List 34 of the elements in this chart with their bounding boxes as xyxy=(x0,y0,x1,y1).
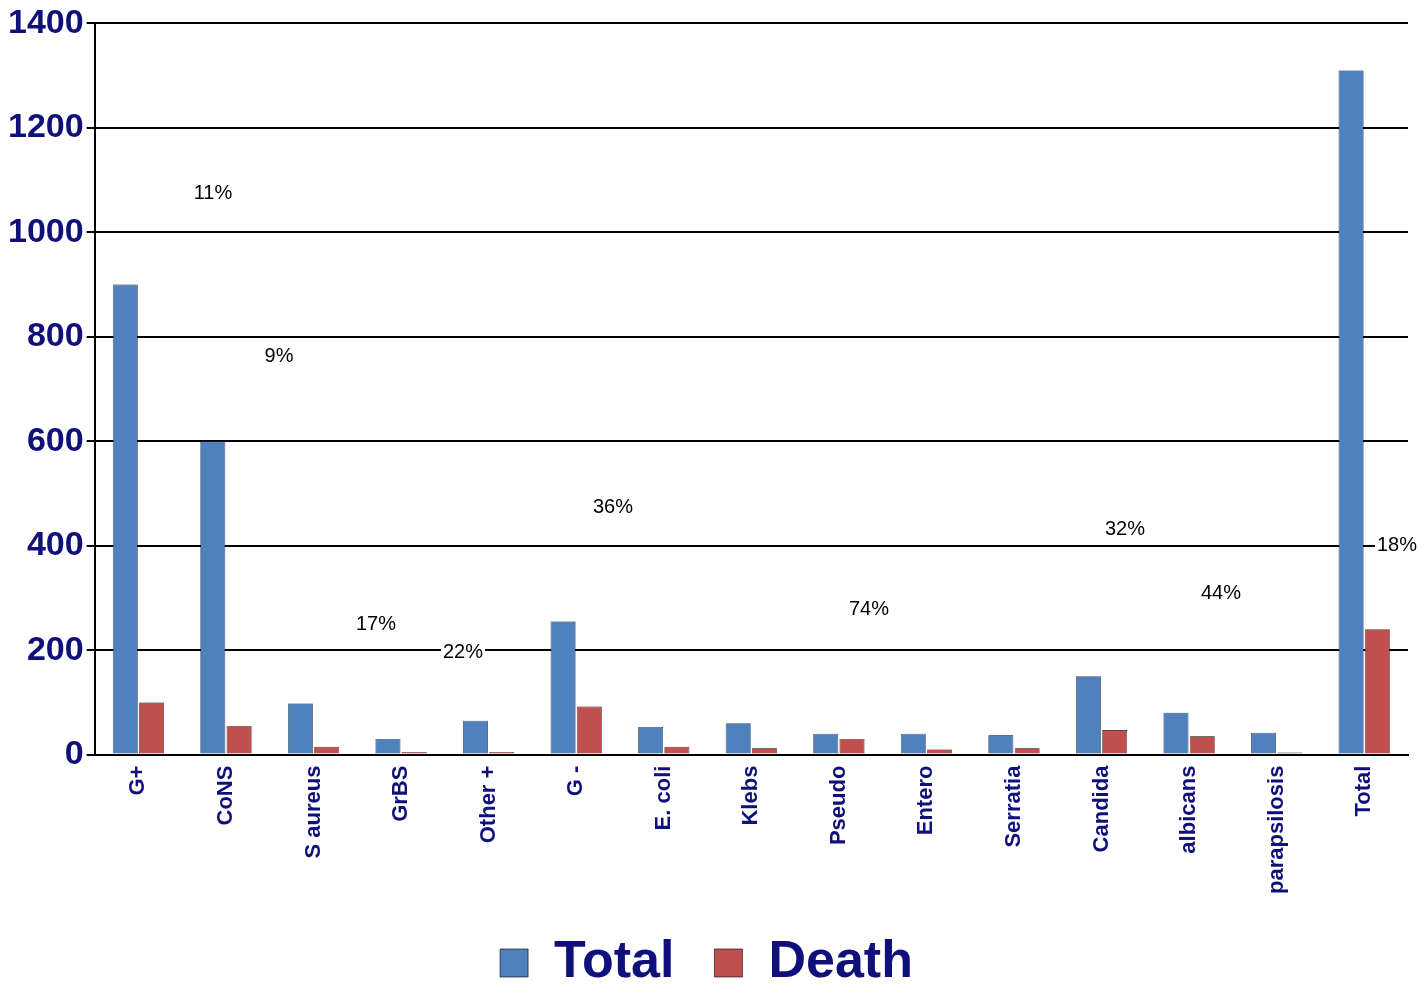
x-tick-label: GrBS xyxy=(387,765,413,822)
y-tick-label: 400 xyxy=(26,524,84,563)
y-tick-label: 1200 xyxy=(8,106,84,145)
legend-label: Death xyxy=(768,930,913,989)
y-tick-label: 1000 xyxy=(8,210,84,249)
annotation: 36% xyxy=(592,494,634,517)
y-tick-label: 0 xyxy=(64,732,84,771)
x-tick-label: Serratia xyxy=(1000,764,1026,848)
y-tick-label: 1400 xyxy=(8,1,84,40)
y-tick-label: 600 xyxy=(26,419,84,458)
x-tick-label: S aureus xyxy=(299,765,325,859)
annotation: 11% xyxy=(193,180,233,203)
legend-label: Total xyxy=(554,930,675,989)
annotation: 22% xyxy=(442,639,484,662)
x-tick-label: Klebs xyxy=(737,765,763,826)
x-tick-label: Entero xyxy=(912,765,938,836)
x-tick-label: E. coli xyxy=(649,765,675,831)
x-tick-label: parapsilosis xyxy=(1262,765,1288,894)
x-tick-label: CoNS xyxy=(212,765,238,826)
annotation: 44% xyxy=(1200,580,1242,603)
y-tick-label: 800 xyxy=(26,315,84,354)
x-tick-label: G+ xyxy=(124,765,150,796)
x-tick-label: G - xyxy=(562,765,588,797)
annotation: 32% xyxy=(1104,516,1146,539)
x-tick-label: Candida xyxy=(1087,764,1113,853)
x-tick-label: Total xyxy=(1350,765,1376,817)
y-tick-label: 200 xyxy=(26,628,84,667)
annotation: 74% xyxy=(848,596,890,619)
annotation: 18% xyxy=(1376,532,1418,555)
annotation: 9% xyxy=(264,343,294,366)
x-tick-label: Other + xyxy=(474,765,500,844)
annotation: 17% xyxy=(355,611,397,634)
x-tick-label: Pseudo xyxy=(824,765,850,846)
x-tick-label: albicans xyxy=(1175,765,1201,854)
